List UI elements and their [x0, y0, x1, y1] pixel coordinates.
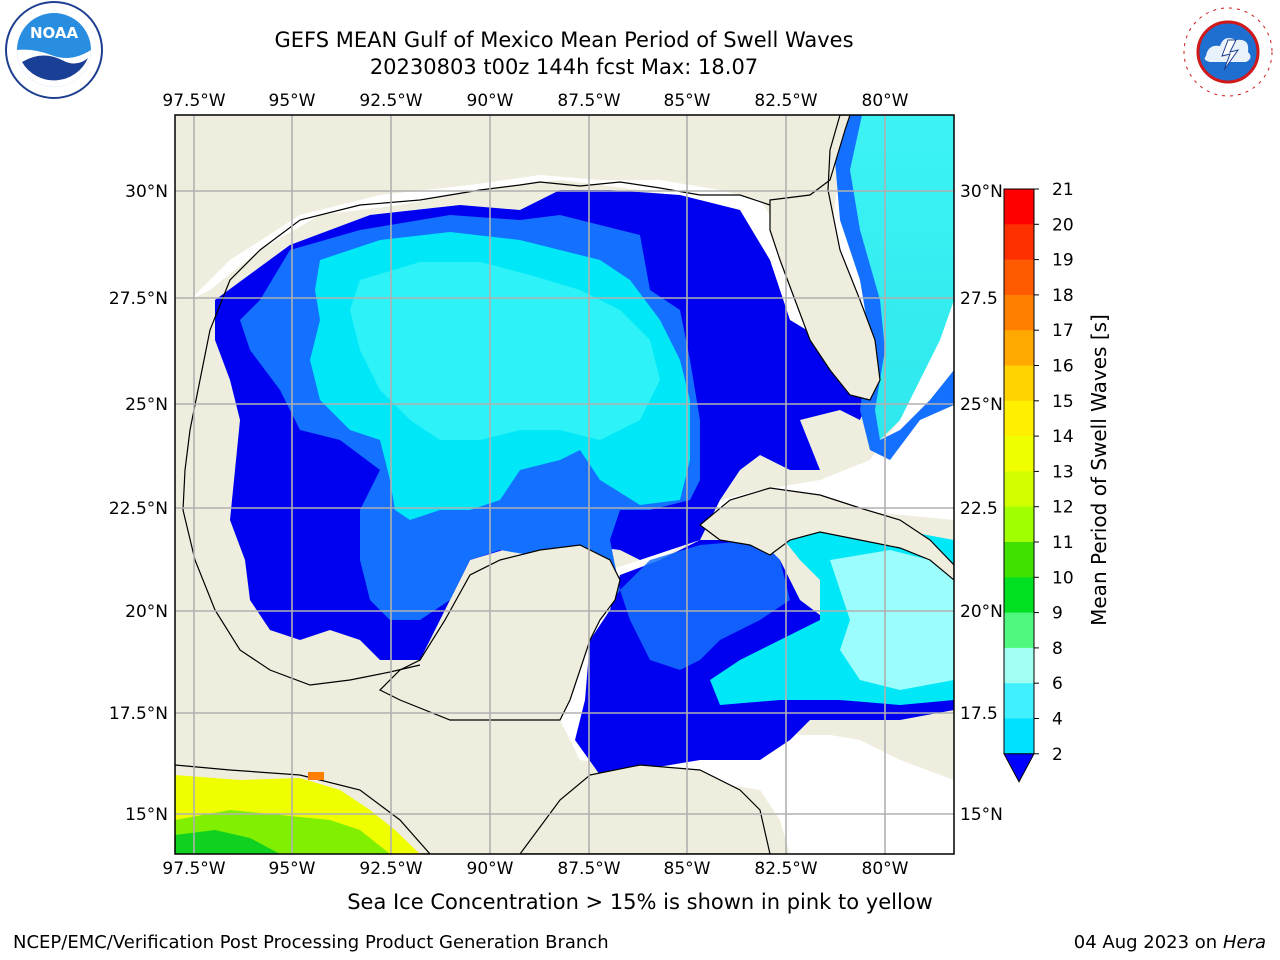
lat-labels-left: 30°N 27.5°N 25°N 22.5°N 20°N 17.5°N 15°N	[109, 182, 168, 825]
colorbar-band	[1004, 400, 1034, 437]
atlantic-cyan	[845, 115, 954, 440]
colorbar-tick-label: 2	[1052, 745, 1063, 765]
land-yucatan	[378, 544, 621, 721]
colorbar-extend-arrow	[1003, 753, 1035, 783]
lat-label: 22.5°N	[109, 499, 168, 519]
map-frame	[174, 114, 955, 855]
lon-label: 80°W	[862, 859, 909, 879]
map-title: GEFS MEAN Gulf of Mexico Mean Period of …	[274, 28, 854, 52]
date-text: 04 Aug 2023 on Hera	[1074, 932, 1266, 953]
colorbar-tick-label: 21	[1052, 180, 1074, 200]
colorbar-band	[1004, 577, 1034, 614]
lon-label: 82.5°W	[754, 91, 817, 111]
lat-label: 15°N	[125, 805, 168, 825]
lon-label: 95°W	[269, 859, 316, 879]
lon-labels-bottom: 97.5°W 95°W 92.5°W 90°W 87.5°W 85°W 82.5…	[162, 859, 908, 879]
sea-ice-caption: Sea Ice Concentration > 15% is shown in …	[347, 890, 933, 914]
lon-label: 92.5°W	[359, 91, 422, 111]
map-panel	[175, 115, 954, 854]
colorbar-tick-label: 17	[1052, 321, 1074, 341]
lon-label: 87.5°W	[557, 859, 620, 879]
colorbar: 21 20 19 18 17 16 15 14 13 12 11 10 9 8 6 4 2	[1003, 180, 1074, 783]
colorbar-label: Mean Period of Swell Waves [s]	[1087, 314, 1111, 626]
lat-label: 20°N	[960, 602, 1003, 622]
colorbar-tick-label: 18	[1052, 286, 1074, 306]
colorbar-band	[1004, 294, 1034, 331]
colorbar-tick-label: 8	[1052, 639, 1063, 659]
colorbar-tick-label: 14	[1052, 427, 1074, 447]
pacific-swell-orange	[308, 772, 324, 780]
colorbar-band	[1004, 436, 1034, 472]
lat-label: 15°N	[960, 805, 1003, 825]
colorbar-band	[1004, 189, 1034, 225]
noaa-logo: NOAA	[5, 1, 103, 99]
caribbean-mid-blue	[620, 540, 790, 670]
lat-label: 30°N	[960, 182, 1003, 202]
lon-label: 97.5°W	[162, 91, 225, 111]
colorbar-band	[1004, 612, 1034, 649]
colorbar-tick-label: 6	[1052, 674, 1063, 694]
caribbean-pale	[830, 550, 954, 690]
lon-label: 80°W	[862, 91, 909, 111]
lat-labels-right: 30°N 27.5 25°N 22.5 20°N 17.5 15°N	[960, 182, 1003, 825]
colorbar-tick-label: 15	[1052, 392, 1074, 412]
lat-label: 25°N	[960, 395, 1003, 415]
date-value: 04 Aug 2023 on	[1073, 932, 1218, 953]
light-cyan-interior	[350, 262, 660, 440]
lat-label: 17.5°N	[109, 704, 168, 724]
colorbar-band	[1004, 259, 1034, 296]
colorbar-tick-label: 13	[1052, 462, 1074, 482]
graticule	[175, 115, 954, 854]
colorbar-band	[1004, 506, 1034, 543]
colorbar-tick-label: 16	[1052, 357, 1074, 377]
colorbar-tick-label: 11	[1052, 533, 1074, 553]
lat-label: 25°N	[125, 395, 168, 415]
lat-label: 30°N	[125, 182, 168, 202]
mexico-west-coast	[182, 509, 421, 686]
colorbar-band	[1004, 718, 1034, 755]
land-cuba	[699, 487, 954, 581]
noaa-logo-text: NOAA	[30, 24, 79, 42]
lon-labels-top: 97.5°W 95°W 92.5°W 90°W 87.5°W 85°W 82.5…	[162, 91, 908, 111]
lat-label: 17.5	[960, 704, 998, 724]
colorbar-band	[1004, 542, 1034, 578]
lat-label: 27.5°N	[109, 289, 168, 309]
lat-label: 20°N	[125, 602, 168, 622]
lat-label: 22.5	[960, 499, 998, 519]
colorbar-tick-label: 12	[1052, 498, 1074, 518]
lon-label: 97.5°W	[162, 859, 225, 879]
colorbar-tick-label: 20	[1052, 215, 1074, 235]
nws-logo	[1180, 4, 1276, 100]
colorbar-band	[1004, 224, 1034, 261]
lon-label: 87.5°W	[557, 91, 620, 111]
land-florida	[769, 115, 881, 401]
credit-text: NCEP/EMC/Verification Post Processing Pr…	[13, 932, 609, 953]
colorbar-tick-label: 19	[1052, 251, 1074, 271]
colorbar-band	[1004, 471, 1034, 508]
colorbar-band	[1004, 683, 1034, 719]
lon-label: 82.5°W	[754, 859, 817, 879]
pacific-swell-deepgreen	[175, 830, 280, 854]
map-subtitle: 20230803 t00z 144h fcst Max: 18.07	[369, 55, 759, 79]
colorbar-tick-label: 4	[1052, 710, 1063, 730]
atlantic-blue-edge	[835, 115, 954, 460]
land-honduras	[519, 764, 771, 854]
lon-label: 85°W	[664, 859, 711, 879]
colorbar-band	[1004, 365, 1034, 402]
lat-label: 27.5	[960, 289, 998, 309]
lon-label: 90°W	[467, 91, 514, 111]
colorbar-tick-label: 10	[1052, 568, 1074, 588]
lon-label: 90°W	[467, 859, 514, 879]
gulf-coastline	[182, 181, 771, 511]
lon-label: 85°W	[664, 91, 711, 111]
colorbar-tick-label: 9	[1052, 604, 1063, 624]
colorbar-band	[1004, 330, 1034, 366]
colorbar-band	[1004, 647, 1034, 684]
host-name: Hera	[1222, 932, 1266, 953]
lon-label: 95°W	[269, 91, 316, 111]
lon-label: 92.5°W	[359, 859, 422, 879]
